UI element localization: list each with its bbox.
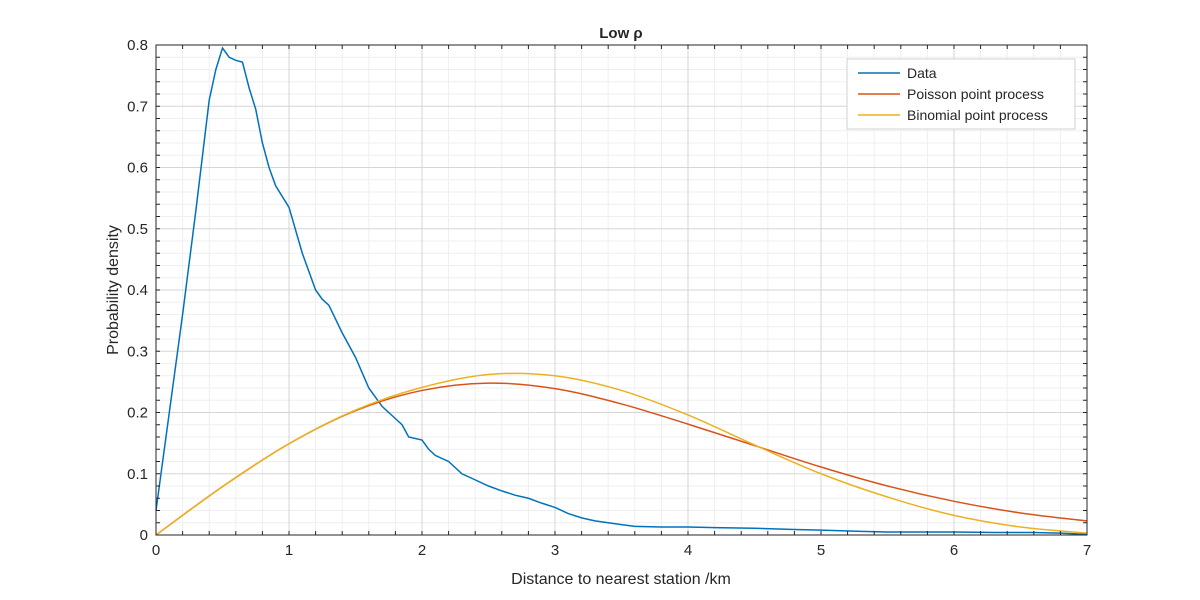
- x-tick-label: 4: [684, 542, 692, 559]
- y-tick-label: 0.5: [127, 221, 148, 238]
- y-tick-label: 0: [140, 527, 148, 544]
- y-axis-label: Probability density: [105, 225, 122, 355]
- series-line-poisson-point-process: [155, 382, 1088, 536]
- x-tick-label: 6: [950, 542, 958, 559]
- y-tick-label: 0.7: [127, 98, 148, 115]
- y-tick-label: 0.1: [127, 466, 148, 483]
- legend-label: Binomial point process: [907, 107, 1048, 123]
- legend-label: Poisson point process: [907, 86, 1044, 102]
- y-tick-label: 0.3: [127, 343, 148, 360]
- ticks: 0 1 2 3 4 5 6 7 0 0.1 0.2 0.3 0.4 0.5 0.6 0.7 0.8: [127, 37, 1091, 559]
- y-tick-label: 0.2: [127, 405, 148, 422]
- y-tick-label: 0.4: [127, 282, 148, 299]
- x-tick-label: 1: [285, 542, 293, 559]
- x-tick-label: 0: [152, 542, 160, 559]
- legend-label: Data: [907, 65, 937, 81]
- series-lines: [155, 46, 1088, 536]
- chart-title: Low ρ: [599, 25, 642, 42]
- series-line-binomial-point-process: [155, 372, 1088, 536]
- y-tick-label: 0.6: [127, 160, 148, 177]
- series-line-data: [155, 46, 1088, 536]
- x-tick-label: 5: [817, 542, 825, 559]
- x-tick-label: 2: [418, 542, 426, 559]
- y-tick-label: 0.8: [127, 37, 148, 54]
- x-tick-label: 7: [1083, 542, 1091, 559]
- x-axis-label: Distance to nearest station /km: [511, 571, 731, 588]
- x-tick-label: 3: [551, 542, 559, 559]
- legend: Data Poisson point process Binomial point …: [846, 58, 1076, 130]
